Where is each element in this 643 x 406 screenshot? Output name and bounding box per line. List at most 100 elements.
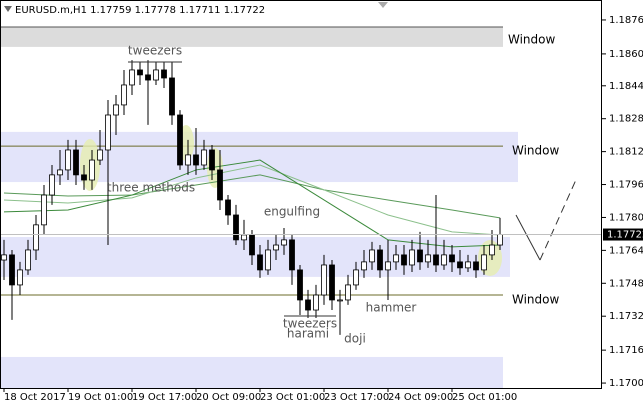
annotation: tweezers xyxy=(283,317,337,331)
level-label: Window xyxy=(512,293,560,307)
x-tick-label: 19 Oct 01:00 xyxy=(68,392,133,403)
candle-body xyxy=(65,149,71,171)
candle-body xyxy=(49,174,55,196)
candle-body xyxy=(25,249,31,271)
candle-body xyxy=(41,194,47,226)
zone xyxy=(1,356,503,388)
candle-body xyxy=(289,239,295,271)
candle-body xyxy=(193,154,199,166)
candle-body xyxy=(185,154,191,166)
y-tick-label: 1.18125 xyxy=(609,147,643,158)
candle-body xyxy=(401,254,407,266)
zone-label: Window xyxy=(508,32,556,46)
plot-frame xyxy=(0,0,602,389)
candle-body xyxy=(369,249,375,263)
candle-body xyxy=(353,269,359,286)
candle-body xyxy=(449,254,455,263)
symbol-icon xyxy=(4,6,12,12)
current-price-label: 1.17722 xyxy=(607,230,643,241)
forecast-line xyxy=(515,214,541,261)
annotation: hammer xyxy=(366,301,417,315)
candle-body xyxy=(81,174,87,181)
candle-body xyxy=(409,249,415,266)
candle-body xyxy=(217,169,223,201)
candle-body xyxy=(177,114,183,166)
annotation: tweezers xyxy=(128,44,182,58)
moving-average xyxy=(3,159,501,248)
candle-body xyxy=(425,254,431,263)
shift-marker xyxy=(378,2,388,8)
candle-body xyxy=(209,149,215,171)
candle-body xyxy=(73,149,79,176)
y-tick-label: 1.18765 xyxy=(609,15,643,26)
candle-body xyxy=(137,69,143,76)
candle-body xyxy=(225,199,231,216)
y-tick-label: 1.18600 xyxy=(609,49,643,60)
y-tick-label: 1.17000 xyxy=(609,378,643,389)
x-tick-label: 20 Oct 09:00 xyxy=(196,392,261,403)
candle-body xyxy=(281,239,287,246)
x-tick-label: 23 Oct 17:00 xyxy=(324,392,389,403)
y-tick-label: 1.17965 xyxy=(609,180,643,191)
candle-body xyxy=(321,264,327,296)
x-tick-label: 19 Oct 17:00 xyxy=(132,392,197,403)
candle-body xyxy=(57,169,63,176)
candle-body xyxy=(417,249,423,263)
y-tick-label: 1.17160 xyxy=(609,345,643,356)
annotation: three methods xyxy=(107,181,195,195)
candle-body xyxy=(385,261,391,271)
x-tick-label: 23 Oct 01:00 xyxy=(260,392,325,403)
candle-body xyxy=(89,159,95,181)
candle-body xyxy=(233,214,239,241)
candle-body xyxy=(113,104,119,116)
candle-body xyxy=(441,254,447,266)
x-tick-label: 25 Oct 01:00 xyxy=(452,392,517,403)
candle-body xyxy=(9,254,15,286)
y-tick-label: 1.17805 xyxy=(609,212,643,223)
x-tick-label: 24 Oct 09:00 xyxy=(388,392,453,403)
current-price-box xyxy=(603,228,643,241)
candle-body xyxy=(265,249,271,271)
chart-title: EURUSD.m,H1 1.17759 1.17778 1.17711 1.17… xyxy=(15,5,265,16)
candle-body xyxy=(169,77,175,116)
y-tick-label: 1.18445 xyxy=(609,81,643,92)
candle-body xyxy=(145,74,151,81)
candle-body xyxy=(489,244,495,256)
candle-body xyxy=(345,284,351,301)
annotation: doji xyxy=(344,332,366,346)
candle-body xyxy=(105,114,111,151)
candle-body xyxy=(457,261,463,269)
candle-body xyxy=(17,269,23,286)
candle-body xyxy=(393,254,399,263)
zone xyxy=(1,26,503,47)
candle-body xyxy=(497,234,503,246)
y-tick-label: 1.17485 xyxy=(609,278,643,289)
candle-body xyxy=(481,254,487,271)
candle-body xyxy=(121,84,127,106)
candle-body xyxy=(33,224,39,251)
candle-body xyxy=(329,264,335,301)
candle-body xyxy=(273,244,279,251)
candle-body xyxy=(297,269,303,301)
candle-body xyxy=(313,294,319,311)
candle-body xyxy=(433,254,439,266)
candle-body xyxy=(1,254,7,261)
candle-body xyxy=(249,234,255,256)
annotation: engulfing xyxy=(264,205,320,219)
y-tick-label: 1.17645 xyxy=(609,245,643,256)
candle-body xyxy=(465,261,471,269)
candle-body xyxy=(305,299,311,311)
candle-body xyxy=(377,249,383,271)
candle-body xyxy=(361,261,367,271)
candle-body xyxy=(201,149,207,166)
candle-body xyxy=(241,234,247,241)
candle-body xyxy=(129,69,135,86)
forecast-line xyxy=(539,177,578,261)
candle-body xyxy=(337,299,343,302)
candle-body xyxy=(97,149,103,161)
moving-average xyxy=(3,164,501,236)
x-tick-label: 18 Oct 2017 xyxy=(4,392,66,403)
candle-body xyxy=(257,254,263,271)
y-tick-label: 1.17325 xyxy=(609,311,643,322)
